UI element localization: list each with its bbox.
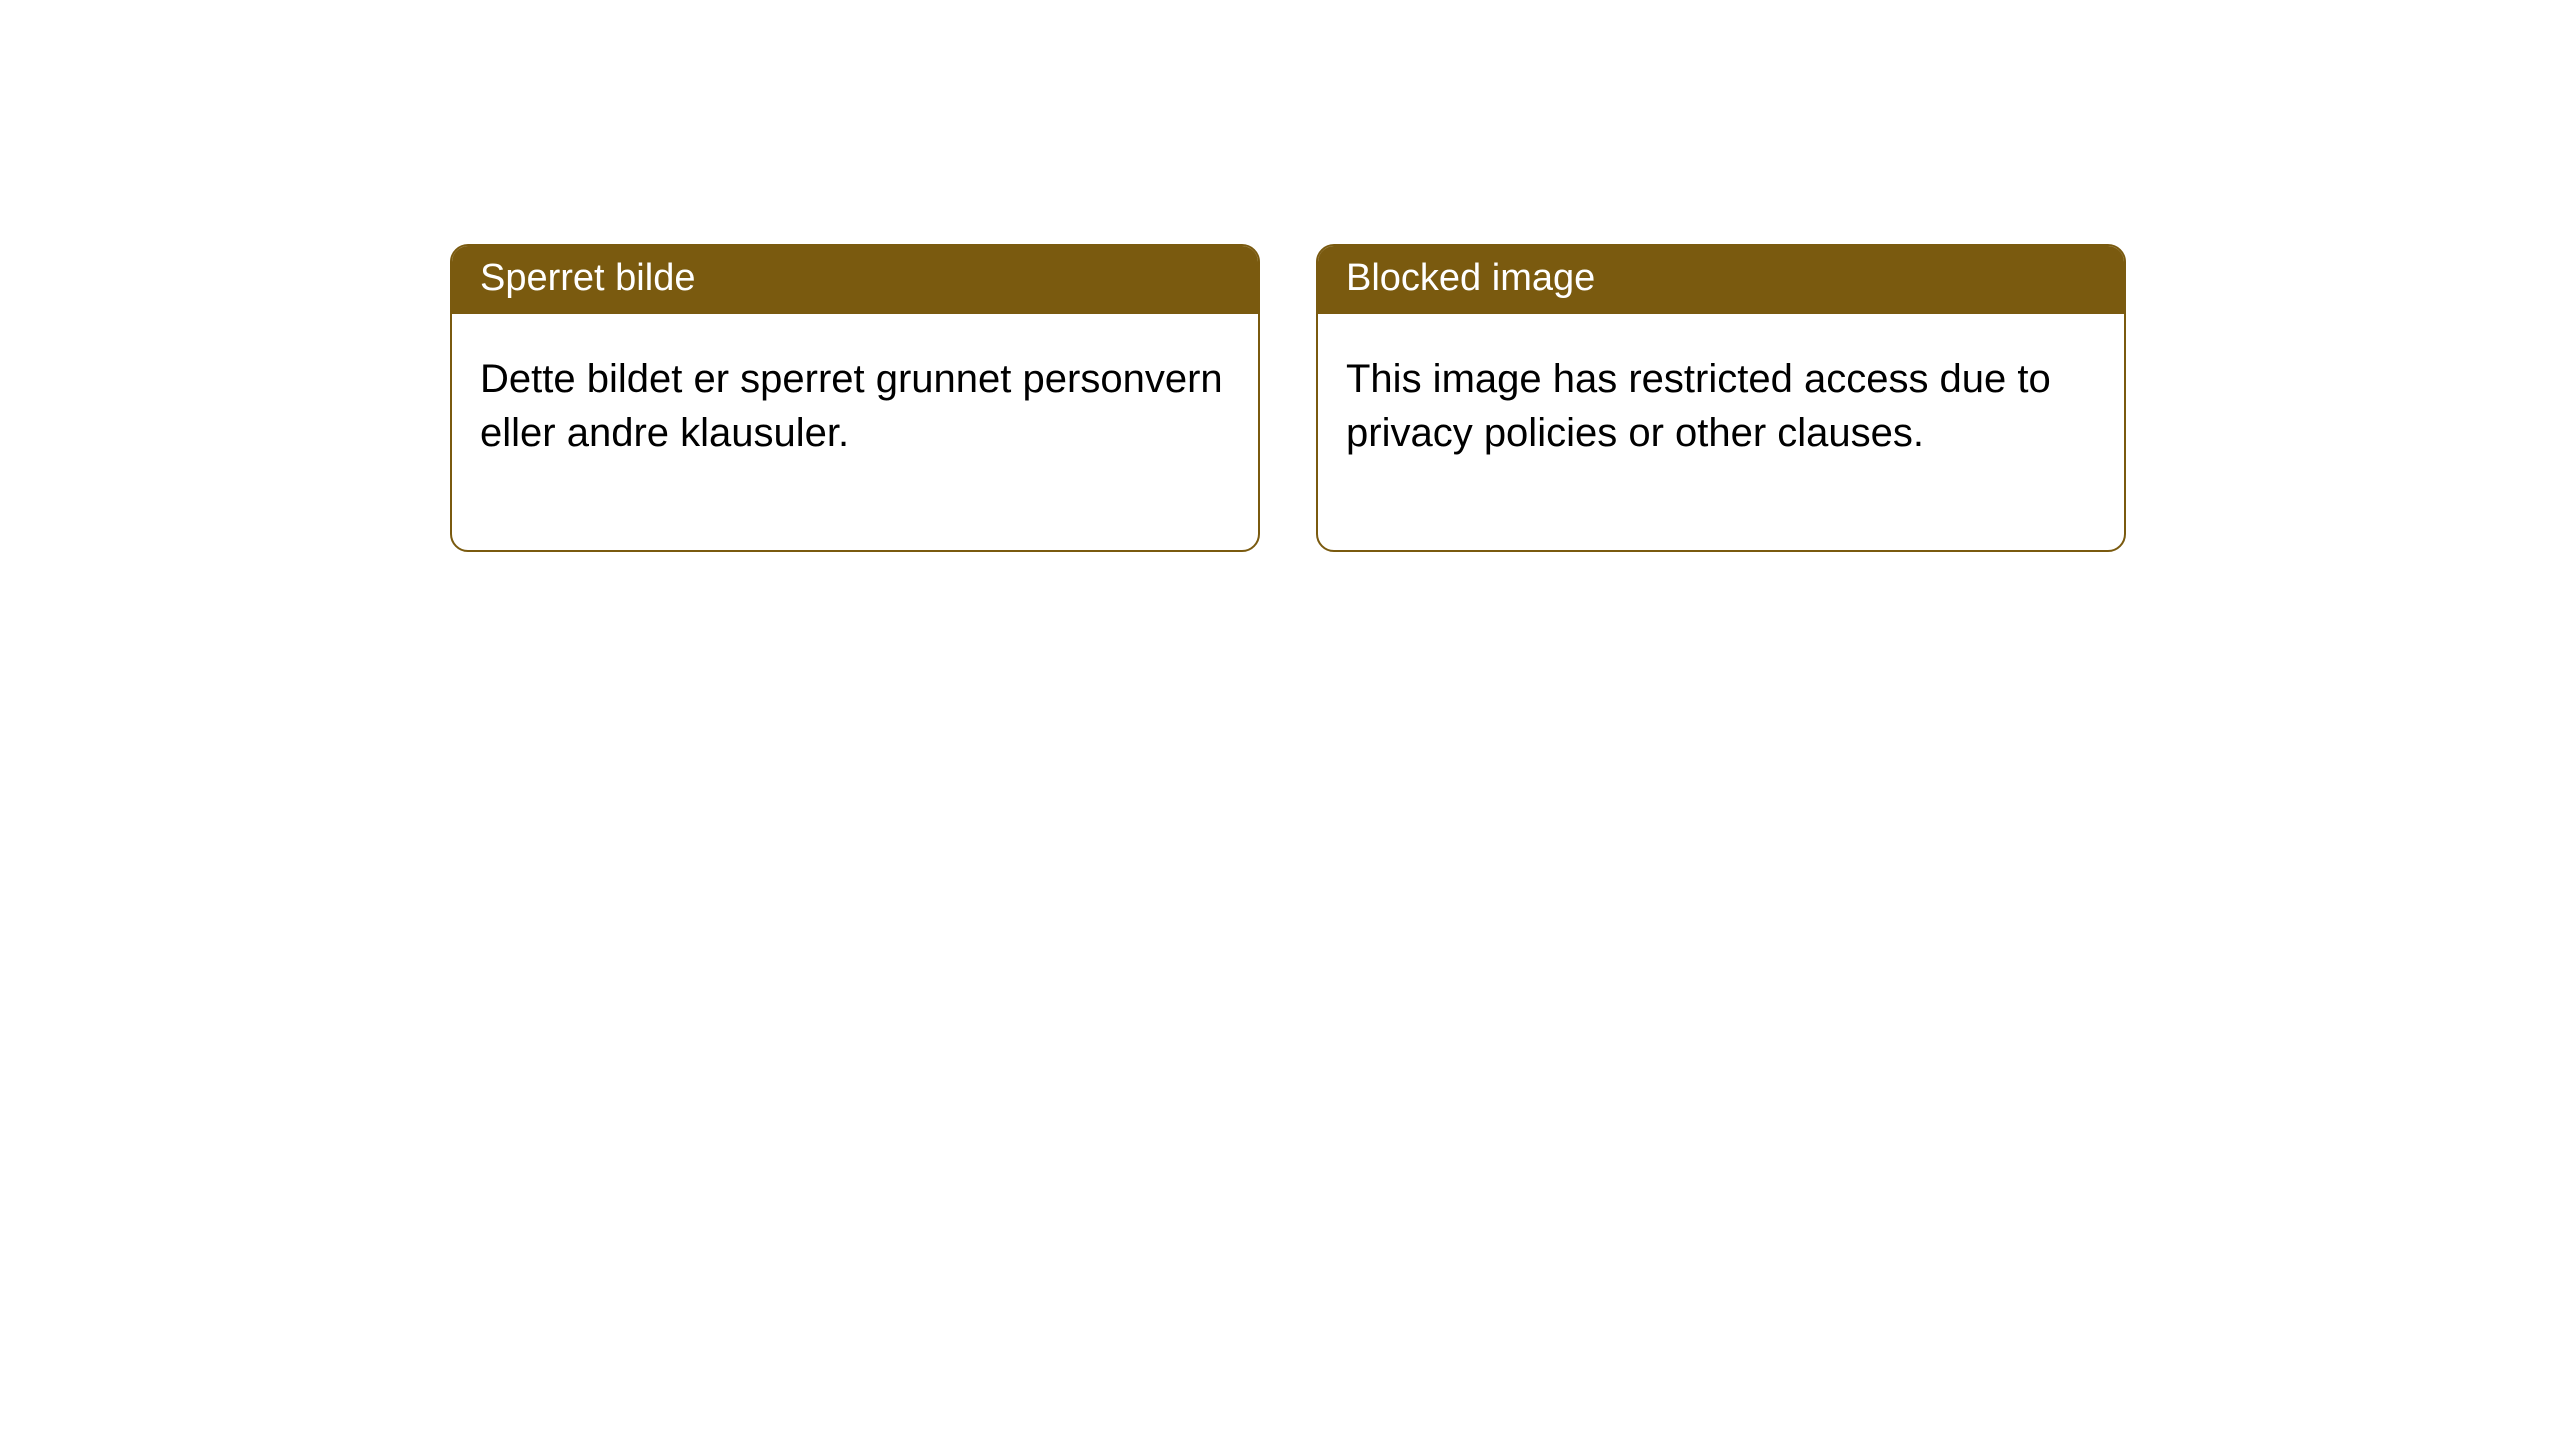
notice-card-english: Blocked image This image has restricted … [1316, 244, 2126, 552]
notice-card-container: Sperret bilde Dette bildet er sperret gr… [0, 0, 2560, 552]
notice-card-title: Blocked image [1318, 246, 2124, 314]
notice-card-body: Dette bildet er sperret grunnet personve… [452, 314, 1258, 550]
notice-card-body: This image has restricted access due to … [1318, 314, 2124, 550]
notice-card-norwegian: Sperret bilde Dette bildet er sperret gr… [450, 244, 1260, 552]
notice-card-title: Sperret bilde [452, 246, 1258, 314]
